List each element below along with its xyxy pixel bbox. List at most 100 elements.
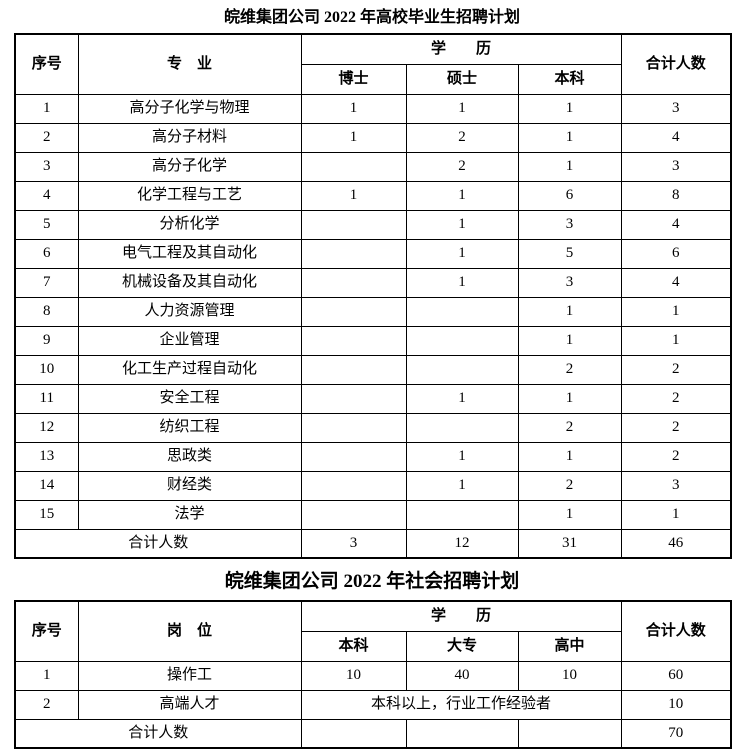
bachelor-cell: 3 — [517, 209, 622, 240]
total-cell: 6 — [620, 238, 732, 269]
total-cell: 4 — [620, 209, 732, 240]
social-header-row-2: 本科 大专 高中 — [15, 630, 731, 662]
phd-cell — [300, 383, 407, 414]
phd-cell — [300, 238, 407, 269]
total-cell: 2 — [620, 383, 732, 414]
bachelor-total-cell: 31 — [517, 528, 622, 559]
highschool-cell: 10 — [517, 660, 622, 691]
total-cell: 4 — [620, 122, 732, 153]
table-row: 4 化学工程与工艺 1 1 6 8 — [14, 180, 732, 211]
phd-cell — [300, 470, 407, 501]
table-row: 11 安全工程 1 1 2 — [14, 383, 732, 414]
master-cell: 1 — [405, 180, 519, 211]
index-cell: 3 — [14, 151, 79, 182]
index-cell: 1 — [14, 93, 79, 124]
major-cell: 化工生产过程自动化 — [77, 354, 302, 385]
master-cell: 1 — [405, 470, 519, 501]
total-cell: 3 — [620, 151, 732, 182]
major-cell: 高分子材料 — [77, 122, 302, 153]
position-cell: 操作工 — [77, 660, 302, 691]
master-cell: 2 — [405, 122, 519, 153]
total-label-cell: 合计人数 — [14, 528, 302, 559]
col-header-total: 合计人数 — [620, 33, 732, 95]
col-header-no: 序号 — [14, 600, 79, 662]
table-row: 2 高端人才 本科以上，行业工作经验者 10 — [14, 689, 732, 720]
college-cell: 40 — [405, 660, 519, 691]
col-header-master: 硕士 — [405, 63, 519, 95]
index-cell: 15 — [14, 499, 79, 530]
master-cell: 1 — [405, 93, 519, 124]
major-cell: 化学工程与工艺 — [77, 180, 302, 211]
major-cell: 分析化学 — [77, 209, 302, 240]
bachelor-cell: 10 — [300, 660, 407, 691]
total-label-cell: 合计人数 — [14, 718, 302, 749]
index-cell: 8 — [14, 296, 79, 327]
bachelor-cell: 1 — [517, 151, 622, 182]
table-row: 6 电气工程及其自动化 1 5 6 — [14, 238, 732, 269]
phd-cell — [300, 412, 407, 443]
bachelor-cell: 5 — [517, 238, 622, 269]
major-cell: 安全工程 — [77, 383, 302, 414]
major-cell: 思政类 — [77, 441, 302, 472]
bachelor-total-cell — [300, 718, 407, 749]
grand-total-cell: 70 — [620, 718, 732, 749]
campus-plan-title: 皖维集团公司 2022 年高校毕业生招聘计划 — [223, 9, 520, 26]
major-cell: 电气工程及其自动化 — [77, 238, 302, 269]
table-row: 12 纺织工程 2 2 — [14, 412, 732, 443]
table-row: 9 企业管理 1 1 — [14, 325, 732, 356]
master-total-cell: 12 — [405, 528, 519, 559]
col-header-college: 大专 — [405, 630, 519, 662]
col-header-education: 学 历 — [300, 33, 622, 65]
phd-cell — [300, 354, 407, 385]
index-cell: 13 — [14, 441, 79, 472]
total-cell: 4 — [620, 267, 732, 298]
major-cell: 法学 — [77, 499, 302, 530]
phd-cell: 1 — [300, 180, 407, 211]
table-row: 10 化工生产过程自动化 2 2 — [14, 354, 732, 385]
phd-cell — [300, 296, 407, 327]
bachelor-cell: 2 — [517, 412, 622, 443]
master-cell — [405, 412, 519, 443]
index-cell: 6 — [14, 238, 79, 269]
campus-recruitment-table: 序号 专 业 学 历 合计人数 博士 硕士 本科 1 高分子化学与物理 1 1 … — [14, 33, 733, 559]
col-header-highschool: 高中 — [517, 630, 622, 662]
index-cell: 1 — [14, 660, 79, 691]
total-cell: 1 — [620, 325, 732, 356]
table-row: 13 思政类 1 1 2 — [14, 441, 732, 472]
phd-cell — [300, 151, 407, 182]
master-cell: 2 — [405, 151, 519, 182]
total-cell: 8 — [620, 180, 732, 211]
table-row: 1 操作工 10 40 10 60 — [14, 660, 732, 691]
social-header-row-1: 序号 岗 位 学 历 合计人数 — [14, 600, 732, 662]
master-cell: 1 — [405, 209, 519, 240]
master-cell: 1 — [405, 441, 519, 472]
phd-cell — [300, 267, 407, 298]
highschool-total-cell — [517, 718, 622, 749]
major-cell: 企业管理 — [77, 325, 302, 356]
master-cell — [405, 499, 519, 530]
campus-header-row-2: 博士 硕士 本科 — [15, 63, 731, 95]
bachelor-cell: 1 — [517, 499, 622, 530]
campus-header-row-1: 序号 专 业 学 历 合计人数 — [14, 33, 732, 95]
phd-total-cell: 3 — [300, 528, 407, 559]
table-row: 7 机械设备及其自动化 1 3 4 — [14, 267, 732, 298]
total-cell: 2 — [620, 412, 732, 443]
table-row: 1 高分子化学与物理 1 1 1 3 — [14, 93, 732, 124]
index-cell: 12 — [14, 412, 79, 443]
table-row: 3 高分子化学 2 1 3 — [14, 151, 732, 182]
phd-cell — [300, 499, 407, 530]
total-cell: 1 — [620, 499, 732, 530]
phd-cell — [300, 325, 407, 356]
social-total-row: 合计人数 70 — [14, 718, 732, 749]
col-header-bachelor: 本科 — [300, 630, 407, 662]
table-row: 14 财经类 1 2 3 — [14, 470, 732, 501]
total-cell: 10 — [620, 689, 732, 720]
requirement-note-cell: 本科以上，行业工作经验者 — [300, 689, 622, 720]
phd-cell: 1 — [300, 122, 407, 153]
major-cell: 高分子化学与物理 — [77, 93, 302, 124]
bachelor-cell: 2 — [517, 470, 622, 501]
bachelor-cell: 2 — [517, 354, 622, 385]
index-cell: 2 — [14, 122, 79, 153]
master-cell — [405, 296, 519, 327]
master-cell — [405, 325, 519, 356]
